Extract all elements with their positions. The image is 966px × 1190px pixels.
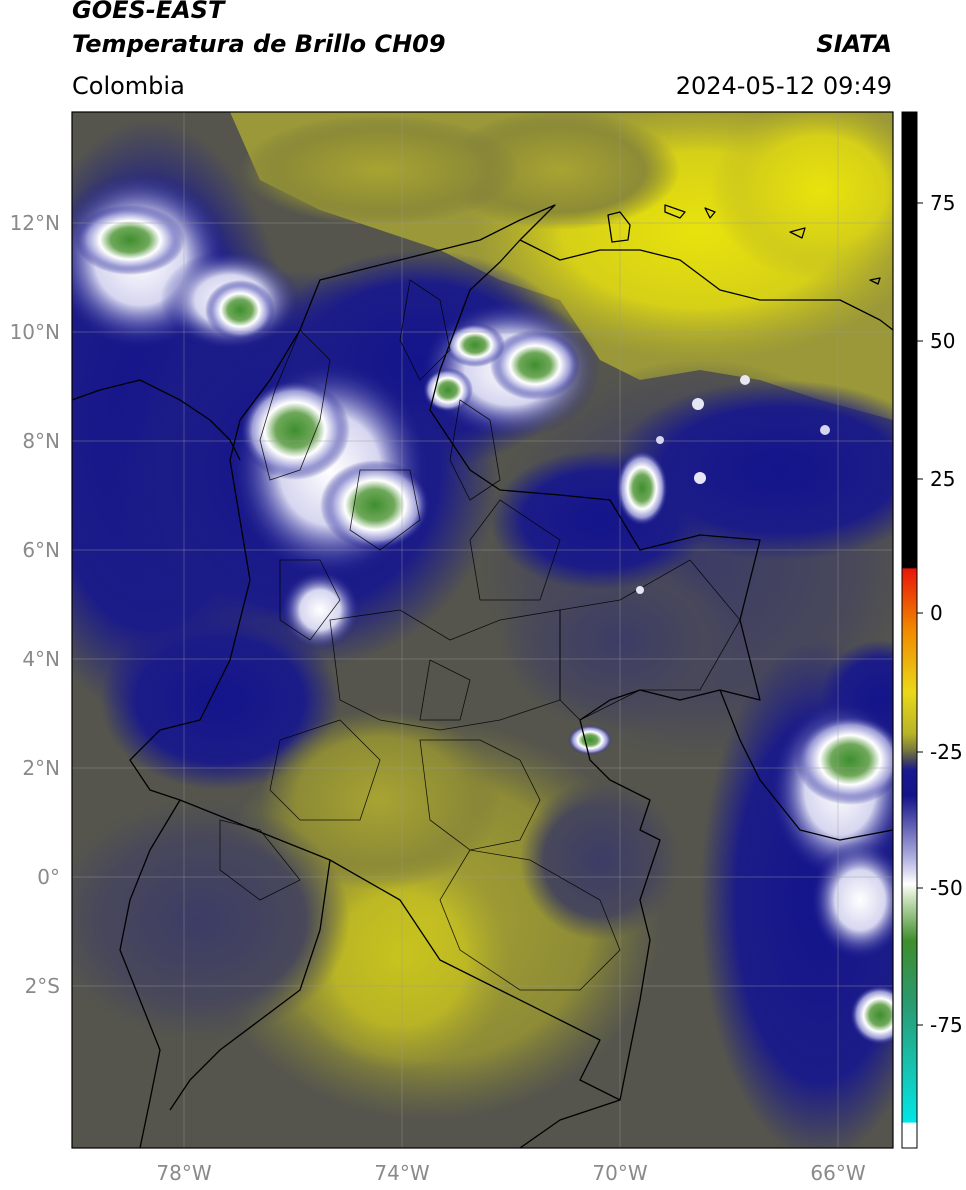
colorbar-tick-label: 25: [930, 467, 955, 491]
map-field: [72, 112, 893, 1148]
lat-tick-labels: 12°N 10°N 8°N 6°N 4°N 2°N 0° 2°S: [10, 211, 60, 998]
product-title: Temperatura de Brillo CH09: [72, 30, 446, 58]
agency-label: SIATA: [816, 30, 892, 58]
lon-tick-label: 78°W: [156, 1161, 211, 1185]
graticule: [72, 112, 893, 1148]
lat-tick-label: 2°N: [22, 756, 60, 780]
colorbar-tick-label: 50: [930, 329, 955, 353]
colorbar: 75 50 25 0 -25 -50 -75: [901, 111, 963, 1149]
lat-tick-label: 0°: [37, 865, 60, 889]
map-frame: [71, 111, 894, 1149]
lat-tick-label: 12°N: [10, 211, 60, 235]
lat-tick-label: 8°N: [22, 429, 60, 453]
lat-tick-label: 6°N: [22, 538, 60, 562]
lon-tick-label: 70°W: [592, 1161, 647, 1185]
datetime-label: 2024-05-12 09:49: [675, 72, 892, 100]
lat-tick-label: 10°N: [10, 320, 60, 344]
lon-tick-labels: 78°W 74°W 70°W 66°W: [156, 1161, 865, 1185]
cloud-specks: [636, 375, 830, 594]
region-label: Colombia: [72, 72, 185, 100]
colorbar-tick-label: 0: [930, 601, 943, 625]
department-boundaries: [219, 279, 741, 991]
colorbar-tick-label: -75: [930, 1013, 963, 1037]
colorbar-tick-label: -25: [930, 740, 963, 764]
boundaries: [72, 204, 893, 1148]
colorbar-scale: [901, 111, 918, 1149]
satellite-title: GOES-EAST: [72, 0, 225, 24]
lon-tick-label: 66°W: [810, 1161, 865, 1185]
lat-tick-label: 2°S: [25, 974, 60, 998]
colorbar-tick-label: 75: [930, 191, 955, 215]
lon-tick-label: 74°W: [374, 1161, 429, 1185]
lat-tick-label: 4°N: [22, 647, 60, 671]
colorbar-tick-label: -50: [930, 876, 963, 900]
